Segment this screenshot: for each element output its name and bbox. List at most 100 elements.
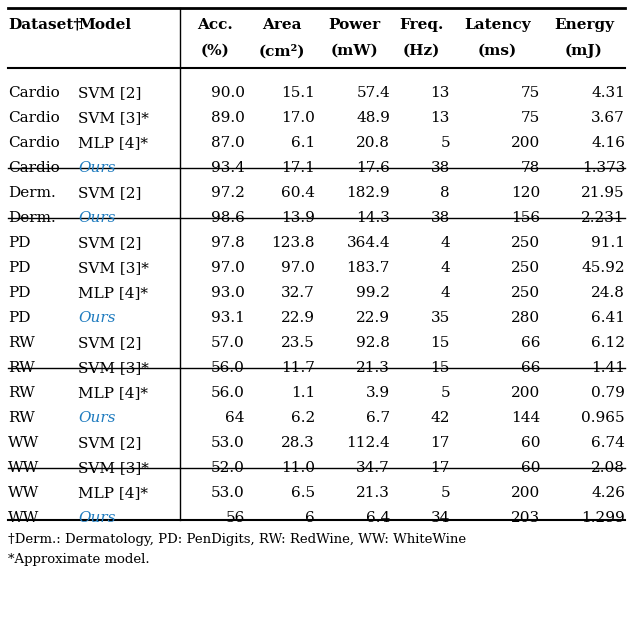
Text: (mJ): (mJ) (565, 44, 603, 58)
Text: 17: 17 (431, 436, 450, 450)
Text: 4: 4 (440, 287, 450, 300)
Text: 250: 250 (511, 236, 540, 250)
Text: 200: 200 (511, 487, 540, 500)
Text: Energy: Energy (554, 18, 614, 32)
Text: 5: 5 (440, 487, 450, 500)
Text: 280: 280 (511, 311, 540, 325)
Text: (ms): (ms) (478, 44, 517, 58)
Text: RW: RW (8, 336, 35, 350)
Text: 183.7: 183.7 (347, 261, 390, 275)
Text: *Approximate model.: *Approximate model. (8, 553, 150, 566)
Text: 34.7: 34.7 (356, 461, 390, 475)
Text: 0.965: 0.965 (581, 411, 625, 425)
Text: RW: RW (8, 411, 35, 425)
Text: 90.0: 90.0 (211, 87, 245, 100)
Text: 15: 15 (431, 361, 450, 375)
Text: Ours: Ours (78, 311, 115, 325)
Text: Acc.: Acc. (197, 18, 233, 32)
Text: 20.8: 20.8 (356, 136, 390, 150)
Text: 6.5: 6.5 (291, 487, 315, 500)
Text: SVM [2]: SVM [2] (78, 87, 141, 100)
Text: 14.3: 14.3 (356, 211, 390, 225)
Text: 34: 34 (431, 511, 450, 525)
Text: 6.74: 6.74 (591, 436, 625, 450)
Text: Ours: Ours (78, 511, 115, 525)
Text: 17: 17 (431, 461, 450, 475)
Text: 53.0: 53.0 (211, 436, 245, 450)
Text: 17.1: 17.1 (281, 161, 315, 176)
Text: 97.0: 97.0 (281, 261, 315, 275)
Text: Ours: Ours (78, 161, 115, 176)
Text: Ours: Ours (78, 411, 115, 425)
Text: 89.0: 89.0 (211, 111, 245, 125)
Text: 66: 66 (520, 361, 540, 375)
Text: Latency: Latency (464, 18, 531, 32)
Text: 364.4: 364.4 (346, 236, 390, 250)
Text: 48.9: 48.9 (356, 111, 390, 125)
Text: WW: WW (8, 461, 39, 475)
Text: 4: 4 (440, 261, 450, 275)
Text: Cardio: Cardio (8, 87, 60, 100)
Text: 60: 60 (520, 461, 540, 475)
Text: 99.2: 99.2 (356, 287, 390, 300)
Text: Cardio: Cardio (8, 161, 60, 176)
Text: 200: 200 (511, 386, 540, 400)
Text: PD: PD (8, 311, 31, 325)
Text: 23.5: 23.5 (281, 336, 315, 350)
Text: 156: 156 (511, 211, 540, 225)
Text: 56.0: 56.0 (211, 361, 245, 375)
Text: 22.9: 22.9 (281, 311, 315, 325)
Text: 42: 42 (431, 411, 450, 425)
Text: Dataset†: Dataset† (8, 18, 81, 32)
Text: Cardio: Cardio (8, 111, 60, 125)
Text: 203: 203 (511, 511, 540, 525)
Text: 6.4: 6.4 (365, 511, 390, 525)
Text: SVM [2]: SVM [2] (78, 336, 141, 350)
Text: (mW): (mW) (330, 44, 378, 58)
Text: 1.41: 1.41 (591, 361, 625, 375)
Text: 35: 35 (431, 311, 450, 325)
Text: 250: 250 (511, 261, 540, 275)
Text: 91.1: 91.1 (591, 236, 625, 250)
Text: 93.1: 93.1 (211, 311, 245, 325)
Text: MLP [4]*: MLP [4]* (78, 287, 148, 300)
Text: 5: 5 (440, 136, 450, 150)
Text: SVM [2]: SVM [2] (78, 186, 141, 200)
Text: 6: 6 (305, 511, 315, 525)
Text: 3.67: 3.67 (591, 111, 625, 125)
Text: Model: Model (78, 18, 131, 32)
Text: †Derm.: Dermatology, PD: PenDigits, RW: RedWine, WW: WhiteWine: †Derm.: Dermatology, PD: PenDigits, RW: … (8, 533, 466, 546)
Text: 11.7: 11.7 (281, 361, 315, 375)
Text: 38: 38 (431, 211, 450, 225)
Text: Ours: Ours (78, 211, 115, 225)
Text: 98.6: 98.6 (211, 211, 245, 225)
Text: 1.373: 1.373 (582, 161, 625, 176)
Text: PD: PD (8, 287, 31, 300)
Text: 2.231: 2.231 (581, 211, 625, 225)
Text: SVM [3]*: SVM [3]* (78, 461, 149, 475)
Text: PD: PD (8, 236, 31, 250)
Text: 93.4: 93.4 (211, 161, 245, 176)
Text: 13.9: 13.9 (281, 211, 315, 225)
Text: 2.08: 2.08 (591, 461, 625, 475)
Text: 0.79: 0.79 (591, 386, 625, 400)
Text: 112.4: 112.4 (346, 436, 390, 450)
Text: 60.4: 60.4 (281, 186, 315, 200)
Text: SVM [2]: SVM [2] (78, 436, 141, 450)
Text: 64: 64 (225, 411, 245, 425)
Text: RW: RW (8, 386, 35, 400)
Text: 21.95: 21.95 (581, 186, 625, 200)
Text: 11.0: 11.0 (281, 461, 315, 475)
Text: 13: 13 (431, 87, 450, 100)
Text: 57.0: 57.0 (211, 336, 245, 350)
Text: 3.9: 3.9 (366, 386, 390, 400)
Text: 38: 38 (431, 161, 450, 176)
Text: 78: 78 (521, 161, 540, 176)
Text: PD: PD (8, 261, 31, 275)
Text: 15: 15 (431, 336, 450, 350)
Text: 22.9: 22.9 (356, 311, 390, 325)
Text: 15.1: 15.1 (281, 87, 315, 100)
Text: 8: 8 (440, 186, 450, 200)
Text: SVM [3]*: SVM [3]* (78, 261, 149, 275)
Text: 75: 75 (521, 87, 540, 100)
